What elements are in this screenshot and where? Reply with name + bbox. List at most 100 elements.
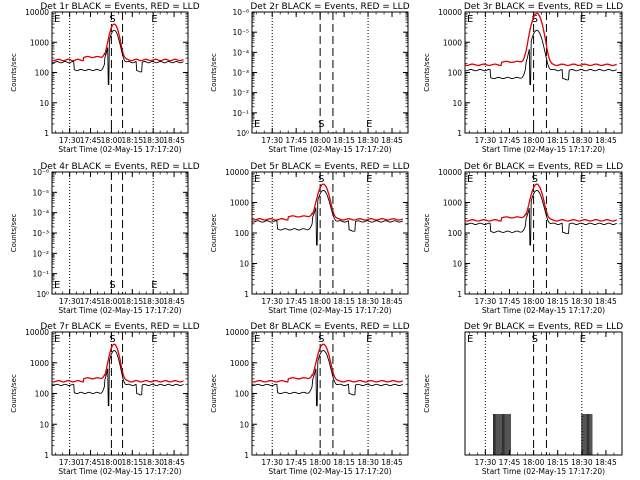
marker-label-E: E — [366, 119, 372, 130]
x-tick-label: 17:30 — [475, 297, 497, 306]
x-tick-label: 17:45 — [285, 458, 307, 467]
y-tick-label: 1000 — [30, 359, 49, 368]
x-tick-label: 18:30 — [571, 458, 593, 467]
x-tick-label: 18:45 — [381, 297, 403, 306]
x-tick-label: 17:30 — [59, 458, 81, 467]
panel-title: Det 3r BLACK = Events, RED = LLD — [464, 2, 623, 12]
panel-det-8: Det 8r BLACK = Events, RED = LLD Counts/s… — [210, 322, 410, 476]
y-tick-label: 10000 — [25, 328, 49, 337]
x-tick-label: 17:30 — [59, 297, 81, 306]
plot-frame — [51, 171, 189, 295]
y-tick-label: 10⁻¹ — [32, 270, 49, 279]
x-axis-label: Start Time (02-May-15 17:17:20) — [482, 145, 605, 154]
series-lld-line — [464, 12, 617, 67]
x-tick-label: 18:15 — [333, 136, 355, 145]
y-tick-label: 1 — [457, 290, 462, 299]
y-axis-label: Counts/sec — [10, 214, 18, 253]
x-tick-label: 18:30 — [357, 297, 379, 306]
y-tick-label: 10⁻⁶ — [32, 168, 49, 177]
x-tick-label: 18:45 — [595, 136, 617, 145]
x-tick-label: 18:00 — [309, 297, 331, 306]
x-tick-label: 18:45 — [163, 136, 185, 145]
y-tick-label: 100 — [235, 390, 250, 399]
x-tick-label: 17:45 — [499, 136, 521, 145]
marker-label-E: E — [467, 174, 473, 185]
marker-label-S: S — [532, 334, 538, 345]
x-tick-label: 17:30 — [475, 458, 497, 467]
marker-label-E: E — [254, 334, 260, 345]
series-events-line — [51, 29, 184, 85]
y-tick-label: 10⁻⁴ — [32, 209, 49, 218]
x-axis-label: Start Time (02-May-15 17:17:20) — [268, 145, 391, 154]
y-tick-label: 10⁰ — [36, 290, 49, 299]
y-tick-label: 10 — [452, 260, 462, 269]
y-tick-label: 1 — [44, 129, 49, 138]
x-axis-label: Start Time (02-May-15 17:17:20) — [58, 145, 181, 154]
y-tick-label: 10⁻⁴ — [232, 48, 249, 57]
panel-title: Det 4r BLACK = Events, RED = LLD — [40, 162, 199, 172]
marker-label-E: E — [54, 334, 60, 345]
marker-label-E: E — [151, 14, 157, 25]
plot-frame — [51, 11, 189, 134]
panel-det-4: Det 4r BLACK = Events, RED = LLD Counts/s… — [10, 162, 200, 315]
y-tick-label: 10⁻² — [32, 249, 49, 258]
y-tick-label: 10000 — [438, 8, 462, 17]
x-axis-label: Start Time (02-May-15 17:17:20) — [268, 306, 391, 315]
y-tick-label: 1000 — [443, 38, 462, 47]
series-lld-line — [251, 183, 404, 221]
series-events-line — [251, 189, 403, 246]
panel-title: Det 6r BLACK = Events, RED = LLD — [464, 162, 623, 172]
plot-frame — [251, 171, 409, 295]
y-axis-label: Counts/sec — [423, 53, 431, 92]
y-tick-label: 10⁻¹ — [232, 109, 249, 118]
x-tick-label: 18:30 — [571, 297, 593, 306]
panel-title: Det 5r BLACK = Events, RED = LLD — [250, 162, 409, 172]
plot-frame — [251, 11, 409, 134]
y-axis-label: Counts/sec — [210, 214, 218, 253]
x-tick-label: 17:45 — [285, 297, 307, 306]
x-tick-label: 18:00 — [101, 297, 123, 306]
x-axis-label: Start Time (02-May-15 17:17:20) — [58, 306, 181, 315]
x-axis-label: Start Time (02-May-15 17:17:20) — [482, 306, 605, 315]
x-tick-label: 18:15 — [121, 136, 143, 145]
series-events-line — [51, 350, 184, 407]
marker-label-E: E — [54, 14, 60, 25]
x-tick-label: 17:45 — [499, 458, 521, 467]
x-tick-label: 18:45 — [595, 458, 617, 467]
series-lld-line — [464, 183, 617, 222]
y-tick-label: 10000 — [225, 168, 249, 177]
y-tick-label: 10000 — [25, 8, 49, 17]
y-tick-label: 1000 — [30, 38, 49, 47]
y-tick-label: 10⁻⁵ — [232, 28, 249, 37]
x-tick-label: 18:00 — [309, 136, 331, 145]
y-tick-label: 10000 — [225, 328, 249, 337]
x-tick-label: 18:30 — [357, 458, 379, 467]
marker-label-S: S — [109, 280, 115, 291]
panel-title: Det 1r BLACK = Events, RED = LLD — [40, 2, 199, 12]
y-tick-label: 10 — [239, 420, 249, 429]
panel-det-9: Det 9r BLACK = Events, RED = LLD Counts/s… — [423, 322, 623, 476]
x-axis-label: Start Time (02-May-15 17:17:20) — [268, 467, 391, 476]
y-tick-label: 100 — [35, 69, 50, 78]
marker-label-E: E — [467, 334, 473, 345]
marker-label-E: E — [467, 14, 473, 25]
x-tick-label: 18:00 — [101, 136, 123, 145]
x-tick-label: 18:15 — [333, 297, 355, 306]
marker-label-S: S — [318, 334, 324, 345]
x-axis-label: Start Time (02-May-15 17:17:20) — [482, 467, 605, 476]
x-tick-label: 18:15 — [121, 458, 143, 467]
x-tick-label: 18:45 — [163, 458, 185, 467]
y-tick-label: 10⁰ — [236, 129, 249, 138]
marker-label-S: S — [109, 14, 115, 25]
x-tick-label: 18:00 — [523, 297, 545, 306]
x-tick-label: 18:30 — [357, 136, 379, 145]
y-tick-label: 100 — [35, 390, 50, 399]
marker-label-E: E — [366, 334, 372, 345]
plot-frame — [51, 331, 189, 456]
y-tick-label: 100 — [448, 229, 463, 238]
marker-label-E: E — [151, 334, 157, 345]
marker-label-E: E — [580, 14, 586, 25]
x-tick-label: 17:30 — [475, 136, 497, 145]
y-axis-label: Counts/sec — [10, 53, 18, 92]
x-tick-label: 17:30 — [261, 458, 283, 467]
